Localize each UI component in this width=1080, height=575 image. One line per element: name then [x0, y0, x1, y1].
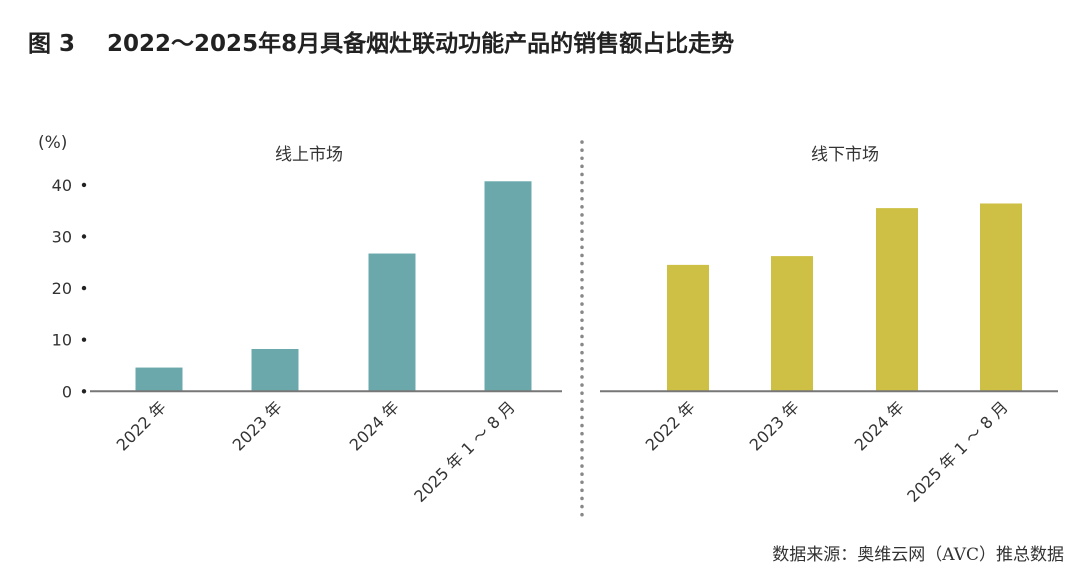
x-tick-label: 2024 年: [346, 397, 403, 454]
bar: [368, 253, 416, 392]
y-tick-dot: [81, 182, 87, 188]
y-tick-label: 10: [52, 331, 72, 350]
y-tick-dot: [81, 337, 87, 342]
panel-title: 线上市场: [275, 145, 343, 165]
y-axis-label: (%): [38, 133, 67, 153]
bar: [484, 181, 532, 392]
bar: [980, 203, 1022, 392]
y-tick-dot: [81, 285, 87, 291]
y-tick-label: 30: [52, 228, 72, 247]
x-tick-label: 2025 年 1 ～ 8 月: [903, 397, 1012, 506]
y-tick-label: 40: [52, 176, 72, 195]
bar: [251, 348, 299, 392]
x-tick-label: 2022 年: [642, 397, 699, 454]
chart-title: 图 3 2022～2025年8月具备烟灶联动功能产品的销售额占比走势: [28, 31, 735, 57]
y-tick-dot: [81, 234, 87, 239]
bar: [876, 208, 918, 392]
x-tick-label: 2023 年: [229, 397, 286, 454]
x-tick-label: 2022 年: [113, 397, 170, 454]
y-tick-label: 20: [52, 279, 72, 298]
bar: [667, 264, 709, 392]
x-tick-label: 2023 年: [746, 397, 803, 454]
x-tick-label: 2024 年: [851, 397, 908, 454]
data-source: 数据来源：奥维云网（AVC）推总数据: [772, 545, 1064, 565]
y-tick-dot: [81, 389, 87, 394]
y-tick-label: 0: [62, 382, 72, 401]
panel-title: 线下市场: [811, 145, 879, 165]
bar: [135, 367, 183, 392]
bar: [771, 256, 813, 392]
x-tick-label: 2025 年 1 ～ 8 月: [410, 397, 519, 506]
